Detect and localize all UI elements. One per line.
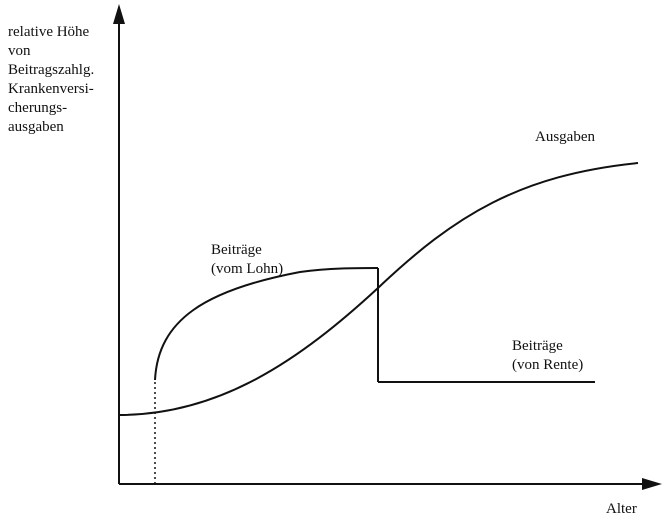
y-axis-label-line-5: cherungs- [8, 100, 68, 116]
y-axis-label-line-3: Beitragszahlg. [8, 62, 95, 78]
y-axis-label-line-6: ausgaben [8, 119, 64, 135]
ausgaben-label: Ausgaben [535, 129, 595, 145]
beitraege-rente-label-line-2: (von Rente) [512, 357, 584, 373]
beitraege-lohn-label-line-2: (vom Lohn) [211, 261, 284, 277]
x-axis-label: Alter [606, 501, 637, 517]
beitraege-lohn-label-line-1: Beiträge [211, 242, 262, 258]
y-axis-arrowhead [113, 4, 125, 24]
beitraege-rente-label-line-1: Beiträge [512, 338, 563, 354]
y-axis-label-line-2: von [8, 43, 31, 59]
y-axis-label-line-4: Krankenversi- [8, 81, 94, 97]
x-axis-arrowhead [642, 478, 662, 490]
beitraege-lohn-curve [154, 267, 379, 381]
y-axis-label-line-1: relative Höhe [8, 24, 90, 40]
